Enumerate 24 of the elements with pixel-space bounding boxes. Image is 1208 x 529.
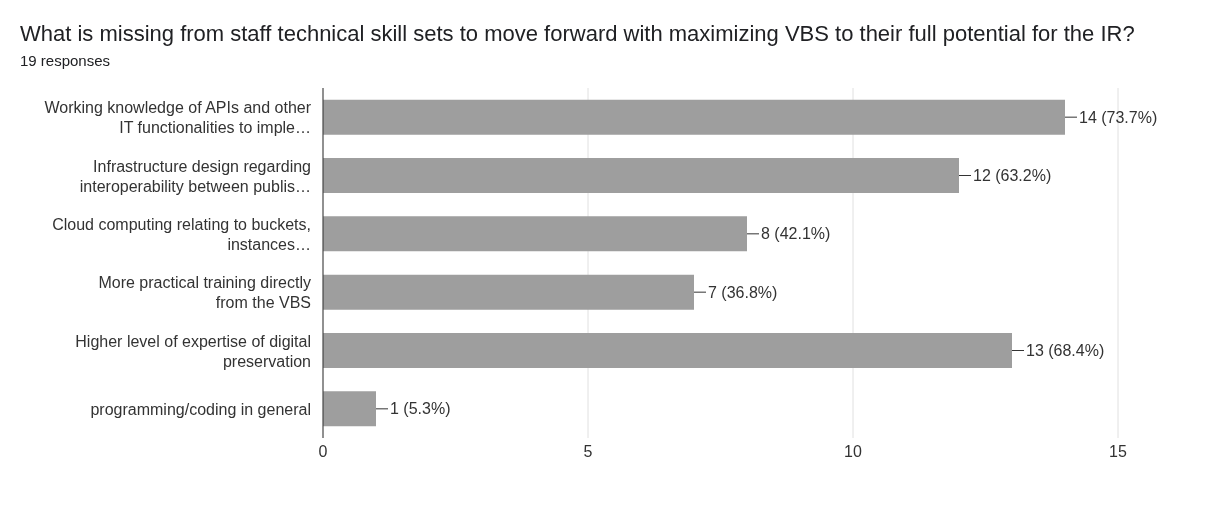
x-tick-label: 15 [1109, 443, 1127, 461]
x-tick-label: 10 [844, 443, 862, 461]
x-tick-label: 5 [583, 443, 593, 461]
y-tick-label: Higher level of expertise of digital preservation [75, 332, 311, 369]
bar [323, 216, 747, 252]
y-tick-label: programming/coding in general [90, 400, 311, 418]
bar [323, 99, 1065, 135]
y-tick-label: Infrastructure design regarding interoperability between publis… [79, 157, 311, 194]
y-tick-label: Cloud computing relating to buckets, instances… [52, 215, 311, 253]
data-label: 8 (42.1%) [761, 225, 831, 243]
x-tick-label: 0 [318, 443, 328, 461]
text: 19 responses [19, 52, 112, 71]
bar [323, 274, 694, 310]
bar [323, 391, 376, 427]
y-tick-label: More practical training directly from the VBS [98, 273, 311, 311]
data-label: 7 (36.8%) [708, 283, 778, 301]
data-label: 12 (63.2%) [973, 167, 1052, 184]
bar [323, 158, 959, 193]
y-tick-label: Working knowledge of APIs and other IT functionalities to imple… [44, 98, 312, 136]
data-label: 14 (73.7%) [1079, 108, 1158, 126]
chart-title: What is missing from staff technical skill sets to move forward with maximizing VBS to their full potential for the IR? [19, 20, 1136, 48]
bar [323, 333, 1012, 368]
data-label: 13 (68.4%) [1026, 342, 1105, 359]
data-label: 1 (5.3%) [390, 400, 451, 418]
